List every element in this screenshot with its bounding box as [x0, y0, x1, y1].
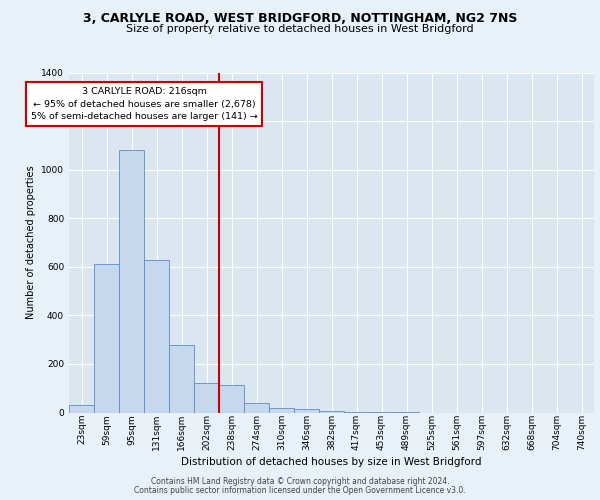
Text: Contains HM Land Registry data © Crown copyright and database right 2024.: Contains HM Land Registry data © Crown c… — [151, 477, 449, 486]
Bar — [69, 405, 94, 412]
Bar — [94, 264, 119, 412]
Bar — [219, 384, 244, 412]
Bar — [119, 150, 144, 412]
X-axis label: Distribution of detached houses by size in West Bridgford: Distribution of detached houses by size … — [181, 457, 482, 467]
Text: 3, CARLYLE ROAD, WEST BRIDGFORD, NOTTINGHAM, NG2 7NS: 3, CARLYLE ROAD, WEST BRIDGFORD, NOTTING… — [83, 12, 517, 26]
Bar — [269, 408, 294, 412]
Bar — [144, 260, 169, 412]
Y-axis label: Number of detached properties: Number of detached properties — [26, 166, 35, 320]
Text: 3 CARLYLE ROAD: 216sqm
← 95% of detached houses are smaller (2,678)
5% of semi-d: 3 CARLYLE ROAD: 216sqm ← 95% of detached… — [31, 87, 257, 121]
Text: Contains public sector information licensed under the Open Government Licence v3: Contains public sector information licen… — [134, 486, 466, 495]
Text: Size of property relative to detached houses in West Bridgford: Size of property relative to detached ho… — [126, 24, 474, 34]
Bar — [294, 409, 319, 412]
Bar — [244, 403, 269, 412]
Bar — [169, 344, 194, 412]
Bar — [194, 384, 219, 412]
